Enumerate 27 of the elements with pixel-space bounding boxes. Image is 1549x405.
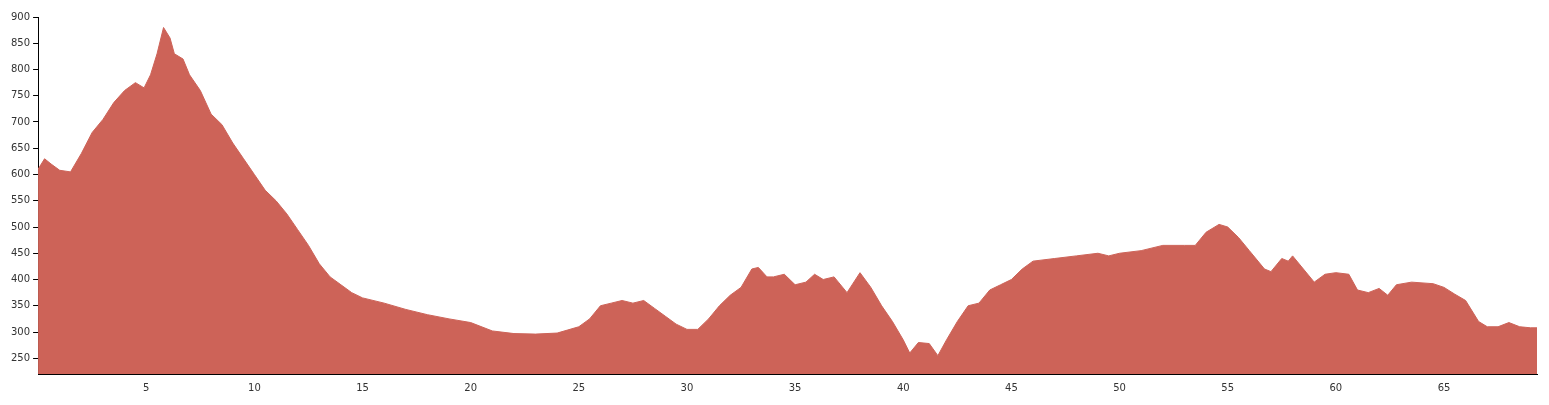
x-tick-label: 65 [1437, 381, 1451, 393]
y-tick-label: 700 [10, 115, 31, 127]
y-tick-label: 300 [10, 325, 31, 337]
y-tick-label: 650 [10, 141, 31, 153]
y-tick-label: 450 [10, 246, 31, 258]
x-tick-label: 15 [356, 381, 369, 393]
y-tick-label: 550 [10, 194, 31, 206]
x-tick-label: 10 [248, 381, 261, 393]
y-tick-label: 800 [10, 63, 31, 75]
y-tick-label: 600 [10, 168, 31, 180]
x-tick-label: 50 [1113, 381, 1126, 393]
x-tick-label: 20 [464, 381, 478, 393]
y-tick-label: 350 [10, 299, 31, 311]
x-tick-label: 45 [1005, 381, 1018, 393]
x-tick-label: 40 [896, 381, 910, 393]
y-tick-label: 400 [10, 273, 31, 285]
x-tick-label: 25 [572, 381, 586, 393]
x-tick-label: 5 [143, 381, 150, 393]
y-tick-label: 850 [10, 36, 31, 48]
y-tick-label: 900 [10, 10, 31, 22]
y-tick-label: 500 [10, 220, 31, 232]
x-tick-label: 60 [1329, 381, 1343, 393]
x-tick-label: 30 [680, 381, 694, 393]
x-tick-label: 55 [1221, 381, 1235, 393]
x-tick-label: 35 [788, 381, 802, 393]
y-tick-label: 750 [10, 89, 31, 101]
y-tick-label: 250 [10, 351, 31, 363]
